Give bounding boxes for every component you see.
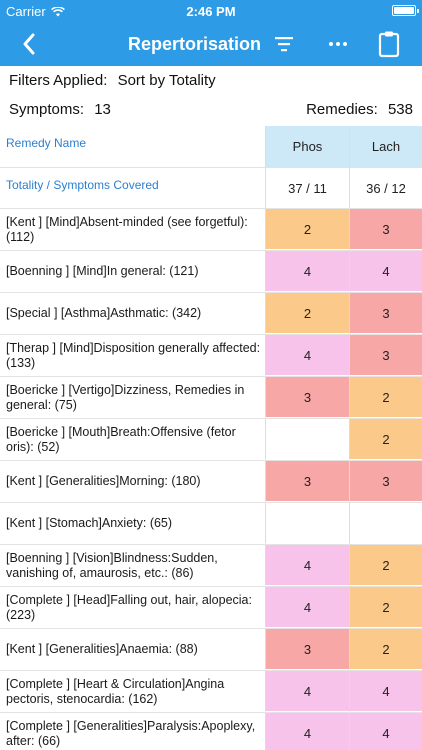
- filters-applied: Filters Applied: Sort by Totality: [9, 72, 422, 89]
- symptom-row[interactable]: [Boericke ] [Mouth]Breath:Offensive (fet…: [0, 419, 422, 461]
- totality-row: Totality / Symptoms Covered 37 / 11 36 /…: [0, 168, 422, 209]
- symptom-label: [Boenning ] [Vision]Blindness:Sudden, va…: [6, 550, 218, 580]
- symptom-label: [Complete ] [Generalities]Paralysis:Apop…: [6, 718, 256, 748]
- symptom-row[interactable]: [Kent ] [Mind]Absent-minded (see forgetf…: [0, 209, 422, 251]
- remedy-column-header[interactable]: Phos: [265, 126, 349, 167]
- symptom-label: [Complete ] [Heart & Circulation]Angina …: [6, 676, 225, 706]
- carrier-label: Carrier: [6, 4, 46, 19]
- remedies-value: 538: [387, 101, 413, 118]
- grade-cell: 4: [265, 587, 349, 628]
- remedy-name-label: Remedy Name: [6, 136, 87, 150]
- grade-cell: [265, 503, 349, 544]
- totality-value: 37 / 11: [265, 168, 349, 208]
- grade-cell: 3: [349, 335, 422, 376]
- clipboard-icon: [378, 31, 400, 58]
- symptom-row[interactable]: [Complete ] [Head]Falling out, hair, alo…: [0, 587, 422, 629]
- filter-button[interactable]: [272, 32, 298, 56]
- more-icon: [329, 42, 347, 46]
- counts-row: Symptoms: 13 Remedies: 538: [9, 101, 413, 118]
- symptom-label: [Boericke ] [Mouth]Breath:Offensive (fet…: [6, 424, 236, 454]
- grade-cell: 2: [349, 377, 422, 418]
- grade-cell: 4: [265, 335, 349, 376]
- remedy-column-header[interactable]: Lach: [349, 126, 422, 167]
- symptom-label: [Kent ] [Generalities]Anaemia: (88): [6, 642, 198, 656]
- clipboard-button[interactable]: [378, 30, 400, 58]
- grade-cell: 3: [265, 377, 349, 418]
- grade-cell: 2: [349, 545, 422, 586]
- symptom-label: [Kent ] [Mind]Absent-minded (see forgetf…: [6, 214, 248, 244]
- grade-cell: [349, 503, 422, 544]
- symptoms-label: Symptoms:: [9, 101, 85, 118]
- grade-cell: 3: [349, 293, 422, 334]
- wifi-icon: [50, 6, 65, 16]
- battery-icon: [392, 5, 419, 16]
- remedies-count: Remedies: 538: [306, 101, 413, 118]
- grade-cell: 4: [349, 251, 422, 292]
- grade-cell: 2: [349, 629, 422, 670]
- grade-cell: 2: [349, 419, 422, 460]
- remedies-label: Remedies:: [306, 101, 378, 118]
- symptom-label: [Special ] [Asthma]Asthmatic: (342): [6, 306, 202, 320]
- grade-cell: 2: [265, 209, 349, 250]
- grade-cell: 4: [265, 671, 349, 712]
- repertorisation-table: Remedy Name Phos Lach Totality / Symptom…: [0, 126, 422, 750]
- symptom-label: [Therap ] [Mind]Disposition generally af…: [6, 340, 261, 370]
- symptom-row[interactable]: [Kent ] [Generalities]Morning: (180) 3 3: [0, 461, 422, 503]
- grade-cell: 4: [265, 251, 349, 292]
- filters-label: Filters Applied:: [9, 72, 108, 89]
- grade-cell: 4: [349, 713, 422, 750]
- grade-cell: 2: [265, 293, 349, 334]
- back-button[interactable]: [14, 28, 44, 60]
- page-title: Repertorisation: [128, 34, 262, 54]
- grade-cell: 3: [349, 209, 422, 250]
- grade-cell: 4: [265, 713, 349, 750]
- totality-value: 36 / 12: [349, 168, 422, 208]
- symptom-label: [Complete ] [Head]Falling out, hair, alo…: [6, 592, 252, 622]
- symptom-row[interactable]: [Special ] [Asthma]Asthmatic: (342) 2 3: [0, 293, 422, 335]
- carrier-indicator: Carrier: [6, 4, 65, 19]
- nav-bar: Repertorisation: [0, 22, 422, 66]
- symptom-label: [Boericke ] [Vertigo]Dizziness, Remedies…: [6, 382, 245, 412]
- back-chevron-icon: [23, 33, 35, 55]
- grade-cell: 3: [349, 461, 422, 502]
- symptom-label: [Kent ] [Generalities]Morning: (180): [6, 474, 201, 488]
- symptoms-count: Symptoms: 13: [9, 101, 111, 118]
- grade-cell: [265, 419, 349, 460]
- symptoms-value: 13: [94, 101, 111, 118]
- symptom-row[interactable]: [Kent ] [Generalities]Anaemia: (88) 3 2: [0, 629, 422, 671]
- symptom-row[interactable]: [Complete ] [Generalities]Paralysis:Apop…: [0, 713, 422, 750]
- more-button[interactable]: [326, 32, 350, 56]
- remedy-header-row: Remedy Name Phos Lach: [0, 126, 422, 168]
- clock: 2:46 PM: [186, 4, 236, 19]
- symptom-label: [Kent ] [Stomach]Anxiety: (65): [6, 516, 173, 530]
- symptom-row[interactable]: [Therap ] [Mind]Disposition generally af…: [0, 335, 422, 377]
- grade-cell: 3: [265, 629, 349, 670]
- symptom-label: [Boenning ] [Mind]In general: (121): [6, 264, 199, 278]
- filters-value: Sort by Totality: [117, 72, 216, 89]
- symptom-row[interactable]: [Boenning ] [Mind]In general: (121) 4 4: [0, 251, 422, 293]
- filter-icon: [275, 37, 293, 52]
- totality-label: Totality / Symptoms Covered: [6, 178, 159, 192]
- grade-cell: 3: [265, 461, 349, 502]
- symptom-row[interactable]: [Kent ] [Stomach]Anxiety: (65): [0, 503, 422, 545]
- status-bar: Carrier 2:46 PM: [0, 0, 422, 22]
- grade-cell: 2: [349, 587, 422, 628]
- symptom-row[interactable]: [Boericke ] [Vertigo]Dizziness, Remedies…: [0, 377, 422, 419]
- symptom-row[interactable]: [Boenning ] [Vision]Blindness:Sudden, va…: [0, 545, 422, 587]
- grade-cell: 4: [265, 545, 349, 586]
- grade-cell: 4: [349, 671, 422, 712]
- symptom-row[interactable]: [Complete ] [Heart & Circulation]Angina …: [0, 671, 422, 713]
